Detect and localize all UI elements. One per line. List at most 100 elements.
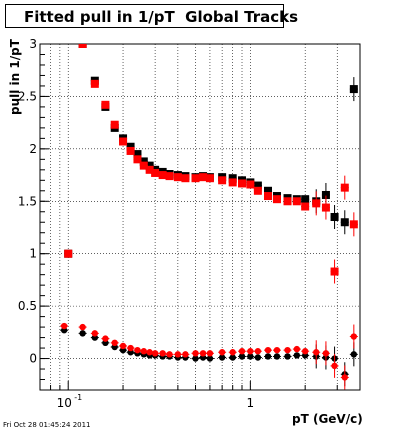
data-point-circle [229,354,236,361]
x-tick-label-exponent: -1 [74,393,82,402]
data-point-circle [60,322,68,330]
data-point-square [145,165,154,174]
data-point-circle [293,352,301,359]
y-tick-label: 2 [29,142,37,156]
data-point-circle [151,350,159,357]
data-point-square [78,44,87,48]
data-point-square [330,267,339,276]
x-tick-label: 1 [247,396,255,410]
data-point-circle [238,348,246,355]
data-point-circle [254,348,262,355]
data-point-circle [192,350,199,357]
data-point-circle [182,351,189,358]
data-point-circle [79,330,86,337]
data-point-circle [331,362,338,370]
timestamp-footer: Fri Oct 28 01:45:24 2011 [3,421,91,429]
data-point-circle [264,346,272,354]
chart-title-box: Fitted pull in 1/pT Global Tracks [5,4,298,28]
plot-area [40,44,360,390]
data-point-square [139,161,148,170]
data-point-square [238,179,247,188]
y-tick-label: 2.5 [18,89,37,103]
data-point-square [253,181,262,190]
data-point-circle [229,349,236,356]
data-point-circle [273,346,281,354]
y-tick-label: 1 [29,247,37,261]
data-point-square [321,190,330,199]
data-point-square [158,171,167,180]
data-point-square [139,157,148,166]
data-point-circle [140,348,147,355]
data-point-circle [159,350,166,357]
data-point-circle [192,355,199,362]
chart-title: Fitted pull in 1/pT Global Tracks [24,8,299,26]
data-point-square [246,180,255,189]
data-point-circle [127,344,134,352]
data-point-square [126,146,135,155]
data-point-circle [238,353,246,360]
data-point-square [101,100,110,109]
data-point-circle [111,339,118,347]
data-point-square [349,220,358,229]
data-point-square [301,202,310,211]
data-point-square [119,137,128,146]
data-point-square [173,173,182,182]
data-point-circle [79,323,86,331]
data-point-square [133,150,142,159]
data-point-circle [91,330,99,337]
data-point-square [330,213,339,221]
data-point-circle [341,374,348,381]
x-axis-label: pT (GeV/c) [292,412,363,426]
data-point-circle [218,354,226,361]
data-point-square [199,173,208,182]
data-point-square [283,197,292,206]
data-point-circle [264,353,272,360]
data-point-circle [273,353,281,360]
data-point-square [145,161,154,170]
data-point-circle [284,346,291,354]
y-tick-label: 0.5 [18,299,37,313]
y-tick-label: 1.5 [18,194,37,208]
y-axis-label: pull in 1/pT [8,39,22,115]
data-point-circle [293,345,301,353]
data-point-square [151,168,160,177]
data-point-square [110,120,119,129]
data-point-circle [284,353,291,360]
data-point-square [133,155,142,164]
data-point-square [349,85,358,94]
data-point-circle [119,342,127,350]
plot-frame [39,43,361,391]
data-point-circle [206,350,214,357]
data-point-square [181,174,190,183]
data-point-square [301,195,310,204]
data-point-square [321,203,330,212]
data-point-circle [199,350,207,357]
data-point-square [253,186,262,195]
y-tick-label: 0 [29,352,37,366]
data-point-circle [247,348,254,355]
data-point-square [292,197,301,206]
data-point-circle [350,351,358,358]
data-point-circle [247,353,254,360]
y-tick-label: 3 [29,37,37,51]
data-point-circle [134,346,141,354]
data-point-circle [166,351,173,358]
data-point-circle [102,335,109,342]
data-point-circle [206,355,214,362]
data-point-square [340,218,349,227]
data-point-circle [254,354,262,361]
data-point-square [90,79,99,88]
data-point-square [228,174,237,183]
data-point-square [312,199,321,208]
data-point-circle [146,349,153,356]
data-point-square [228,178,237,187]
data-point-circle [350,333,358,340]
data-point-circle [174,351,182,358]
data-point-circle [301,348,309,355]
data-point-square [340,183,349,192]
data-point-square [126,142,135,151]
data-point-square [165,172,174,181]
data-point-square [263,192,272,201]
data-point-circle [322,350,330,357]
